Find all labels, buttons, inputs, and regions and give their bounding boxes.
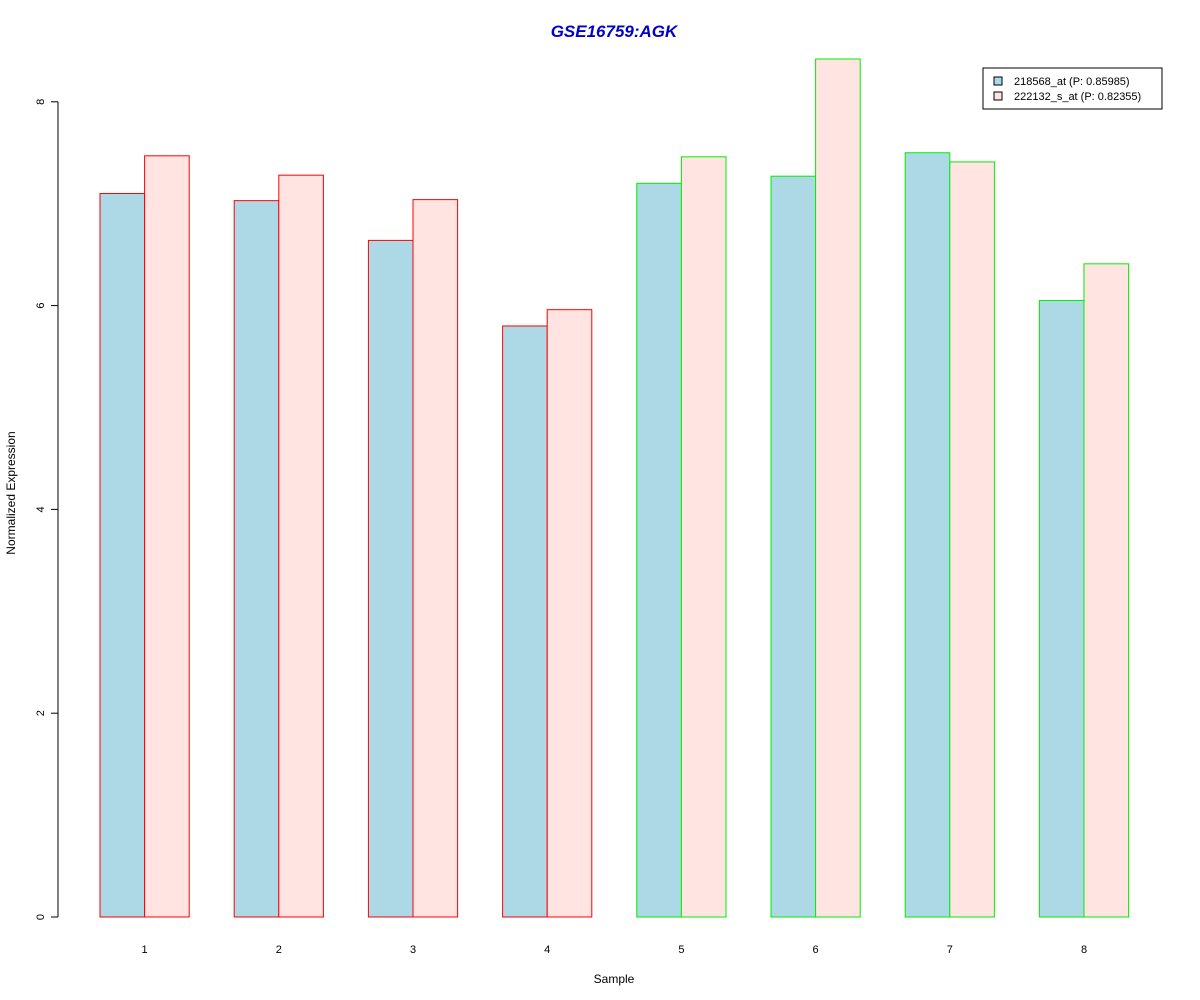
- bar-sample-8-series-2: [1083, 263, 1130, 918]
- bar-sample-8-series-1: [1038, 300, 1085, 918]
- x-tick-label: 1: [142, 944, 148, 956]
- legend-entry: 218568_at (P: 0.85985): [1014, 76, 1130, 88]
- y-tick-label: 2: [35, 710, 47, 716]
- x-tick-label: 5: [678, 944, 684, 956]
- bars: [99, 58, 1130, 918]
- y-axis: 0 2 4 6 8: [35, 99, 59, 920]
- x-tick-label: 7: [947, 944, 953, 956]
- bar-sample-7-series-1: [904, 152, 951, 918]
- x-axis-title: Sample: [594, 972, 635, 986]
- legend-swatch: [993, 76, 1003, 86]
- x-tick-label: 8: [1081, 944, 1087, 956]
- y-axis-title: Normalized Expression: [4, 431, 18, 554]
- y-tick-label: 6: [35, 303, 47, 309]
- bar-sample-4-series-1: [502, 325, 548, 918]
- bar-sample-3-series-1: [367, 239, 414, 918]
- bar-sample-6-series-1: [770, 175, 817, 918]
- x-axis-labels: 1 2 3 4 5 6 7 8: [142, 944, 1088, 956]
- y-tick-label: 4: [35, 506, 47, 512]
- legend-box: [982, 67, 1163, 110]
- chart-title: GSE16759:AGK: [551, 22, 679, 41]
- bar-sample-6-series-2: [815, 58, 861, 918]
- x-tick-label: 3: [410, 944, 416, 956]
- bar-sample-1-series-2: [144, 155, 190, 918]
- bar-sample-2-series-1: [233, 200, 280, 918]
- x-tick-label: 4: [544, 944, 550, 956]
- bar-sample-1-series-1: [99, 193, 146, 918]
- bar-sample-4-series-2: [546, 309, 593, 918]
- bar-sample-5-series-1: [636, 182, 682, 918]
- y-tick-label: 0: [35, 914, 47, 920]
- legend-swatch: [993, 91, 1003, 101]
- bar-sample-2-series-2: [278, 174, 324, 918]
- legend-entry: 222132_s_at (P: 0.82355): [1014, 91, 1141, 103]
- x-tick-label: 2: [276, 944, 282, 956]
- legend: 218568_at (P: 0.85985) 222132_s_at (P: 0.…: [982, 67, 1163, 110]
- bar-sample-7-series-2: [949, 161, 995, 918]
- bar-sample-5-series-2: [680, 156, 727, 918]
- x-tick-label: 6: [813, 944, 819, 956]
- bar-sample-3-series-2: [412, 199, 459, 918]
- y-tick-label: 8: [35, 99, 47, 105]
